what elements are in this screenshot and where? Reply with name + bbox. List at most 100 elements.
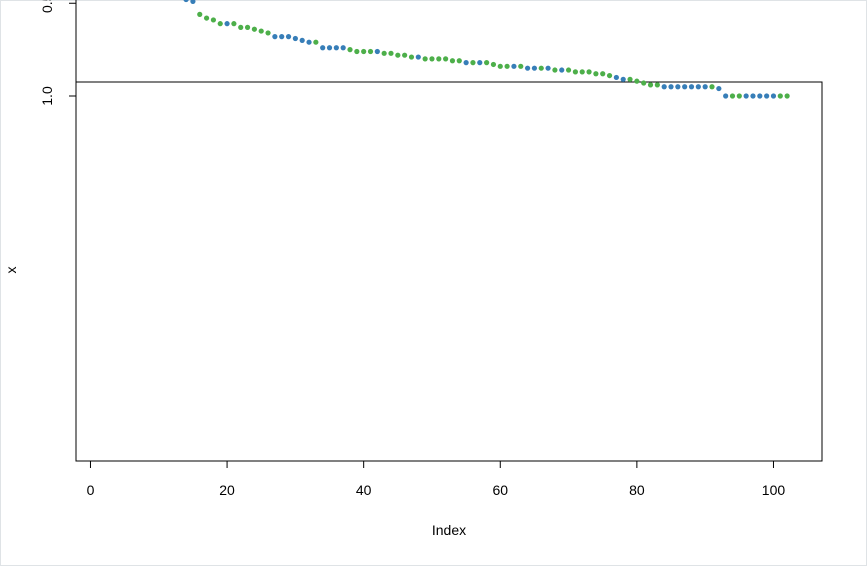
data-point <box>265 30 271 36</box>
data-point <box>709 84 715 90</box>
x-tick-label: 0 <box>87 482 95 498</box>
data-point <box>374 48 380 55</box>
data-point <box>408 54 415 60</box>
data-point <box>511 63 517 69</box>
data-point <box>764 93 770 99</box>
data-point <box>675 84 681 90</box>
data-point <box>538 65 544 71</box>
x-tick-label: 60 <box>492 482 508 498</box>
data-point <box>258 28 264 34</box>
data-point <box>634 78 640 84</box>
data-point <box>436 56 442 62</box>
data-point <box>477 60 483 66</box>
data-point <box>272 34 278 40</box>
data-point <box>552 67 558 73</box>
data-point <box>381 50 387 56</box>
data-point <box>224 21 230 27</box>
data-point <box>729 93 736 99</box>
data-point <box>333 45 339 51</box>
data-point <box>449 58 456 64</box>
data-point <box>210 17 217 23</box>
data-points <box>183 0 790 99</box>
data-point <box>613 74 619 81</box>
data-point <box>231 21 237 27</box>
data-point <box>251 26 257 32</box>
x-tick-label: 80 <box>629 482 645 498</box>
x-axis-title: Index <box>432 522 466 538</box>
data-point <box>743 93 749 99</box>
data-point <box>347 47 353 53</box>
data-point <box>279 34 285 40</box>
data-point <box>668 84 674 90</box>
data-point <box>429 56 435 62</box>
data-point <box>647 82 654 88</box>
data-point <box>784 93 790 99</box>
data-point <box>777 93 783 99</box>
data-point <box>299 37 305 43</box>
data-point <box>559 67 565 73</box>
data-point <box>402 52 408 58</box>
x-tick-label: 20 <box>219 482 235 498</box>
data-point <box>238 24 244 30</box>
data-point <box>340 45 346 51</box>
data-point <box>565 67 572 73</box>
data-point <box>422 56 428 62</box>
data-point <box>579 69 585 75</box>
data-point <box>320 45 326 51</box>
data-point <box>285 34 292 40</box>
data-point <box>490 61 497 68</box>
data-point <box>217 21 223 27</box>
data-point <box>292 35 298 42</box>
y-tick-label: 1.0 <box>39 86 55 106</box>
data-point <box>770 93 777 99</box>
data-point <box>190 0 196 4</box>
data-point <box>183 0 189 3</box>
data-point <box>702 84 708 90</box>
data-point <box>367 48 374 55</box>
data-point <box>244 24 251 30</box>
data-point <box>572 69 579 75</box>
data-point <box>306 39 312 45</box>
data-point <box>313 39 319 45</box>
x-tick-label: 100 <box>762 482 786 498</box>
data-point <box>688 84 695 90</box>
data-point <box>661 84 667 90</box>
data-point <box>443 56 449 62</box>
x-axis: 0 20 40 60 80 100 <box>87 460 786 498</box>
data-point <box>326 45 333 51</box>
y-axis: -0.50.00.51.0 <box>39 0 77 106</box>
data-point <box>484 60 490 66</box>
data-point <box>197 11 203 17</box>
y-axis-title: x <box>3 267 19 274</box>
data-point <box>641 80 647 86</box>
data-point <box>593 71 599 77</box>
data-point <box>518 63 524 69</box>
data-point <box>586 69 592 75</box>
y-tick-label: 0.5 <box>39 0 55 13</box>
data-point <box>545 65 551 71</box>
data-point <box>620 76 626 82</box>
data-point <box>470 60 476 66</box>
x-tick-label: 40 <box>356 482 372 498</box>
data-point <box>395 52 401 58</box>
data-point <box>606 72 613 79</box>
data-point <box>695 84 701 90</box>
plot-box <box>75 81 823 462</box>
data-point <box>504 63 510 69</box>
data-point <box>654 82 660 88</box>
data-point <box>361 48 367 55</box>
data-point <box>757 93 763 99</box>
data-point <box>524 65 531 71</box>
data-point <box>716 85 722 92</box>
data-point <box>497 63 503 69</box>
data-point <box>463 60 469 66</box>
data-point <box>388 50 394 56</box>
data-point <box>750 93 756 99</box>
data-point <box>682 84 688 90</box>
data-point <box>354 48 360 55</box>
data-point <box>627 76 633 82</box>
data-point <box>736 93 742 99</box>
data-point <box>531 65 538 71</box>
